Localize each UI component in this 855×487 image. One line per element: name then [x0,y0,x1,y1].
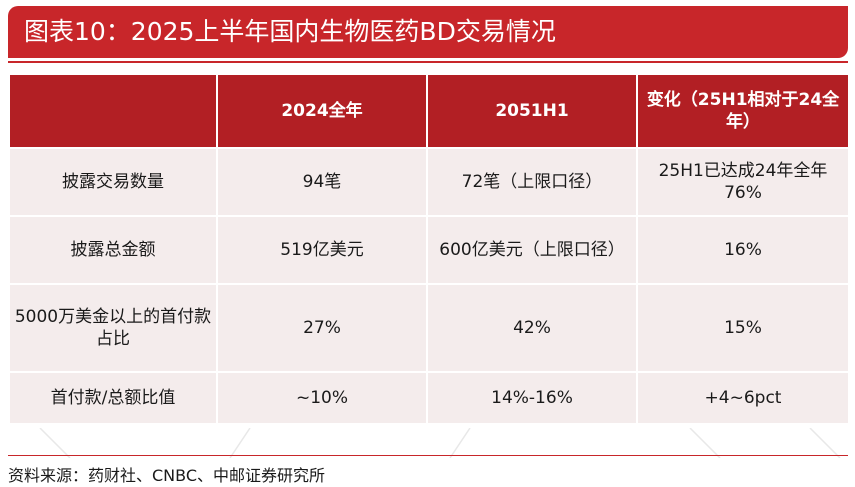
table-row: 首付款/总额比值 ~10% 14%-16% +4~6pct [8,371,850,425]
header-cell-empty [8,73,218,149]
row-label: 首付款/总额比值 [8,371,218,425]
title-divider [8,61,848,63]
table-cell: 16% [636,215,850,285]
table-cell: 600亿美元（上限口径） [426,215,638,285]
header-cell-2024: 2024全年 [216,73,428,149]
table-row: 5000万美金以上的首付款占比 27% 42% 15% [8,283,850,373]
table-row: 披露总金额 519亿美元 600亿美元（上限口径） 16% [8,215,850,285]
table-cell: 72笔（上限口径） [426,147,638,217]
table-cell: 25H1已达成24年全年76% [636,147,850,217]
table-row: 披露交易数量 94笔 72笔（上限口径） 25H1已达成24年全年76% [8,147,850,217]
table-cell: 94笔 [216,147,428,217]
table-cell: 519亿美元 [216,215,428,285]
table-cell: ~10% [216,371,428,425]
row-label: 5000万美金以上的首付款占比 [8,283,218,373]
footer-divider [8,455,848,456]
background-decoration [39,428,841,458]
table-cell: 42% [426,283,638,373]
figure-title: 图表10：2025上半年国内生物医药BD交易情况 [8,6,848,58]
row-label: 披露交易数量 [8,147,218,217]
bd-deals-table: 2024全年 2051H1 变化（25H1相对于24全年） 披露交易数量 94笔… [8,73,850,425]
table-header-row: 2024全年 2051H1 变化（25H1相对于24全年） [8,73,850,149]
header-cell-change: 变化（25H1相对于24全年） [636,73,850,149]
table-cell: 15% [636,283,850,373]
source-note: 资料来源：药财社、CNBC、中邮证券研究所 [8,466,326,485]
table-cell: 27% [216,283,428,373]
header-cell-h1: 2051H1 [426,73,638,149]
table-cell: +4~6pct [636,371,850,425]
table-cell: 14%-16% [426,371,638,425]
row-label: 披露总金额 [8,215,218,285]
